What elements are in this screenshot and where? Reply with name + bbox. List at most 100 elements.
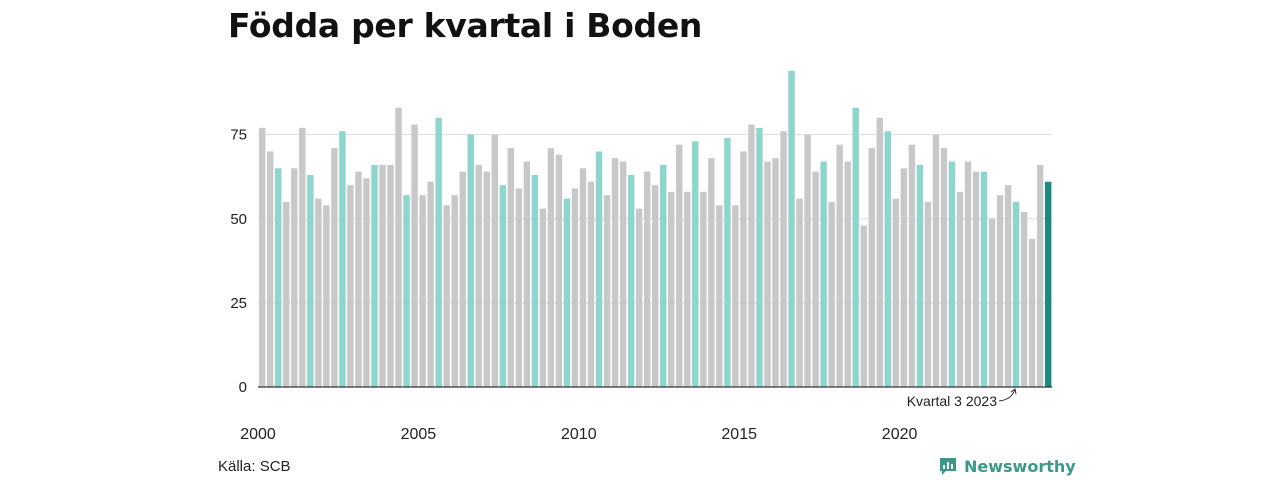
bar [611, 158, 619, 387]
bar [764, 161, 771, 387]
x-tick-label: 2000 [240, 426, 276, 443]
annotation-arrow [998, 388, 1016, 402]
bar [523, 161, 531, 387]
bar [443, 205, 450, 387]
bar [948, 161, 956, 387]
bar [499, 185, 507, 387]
bar [1044, 181, 1052, 387]
bar [876, 117, 883, 388]
latest-quarter-annotation: Kvartal 3 2023 [907, 393, 997, 409]
y-axis-ticks: 0 25 50 75 [230, 127, 247, 396]
bar [483, 171, 490, 387]
bar [812, 171, 819, 387]
bar [884, 131, 891, 387]
bar [491, 134, 499, 387]
bar [700, 191, 707, 387]
bar [587, 181, 595, 387]
bar [307, 175, 314, 387]
bar [595, 151, 603, 387]
bar [972, 171, 980, 387]
bar [956, 191, 964, 387]
bar [419, 195, 426, 387]
bar [291, 168, 298, 387]
bar [844, 161, 851, 387]
bar [363, 178, 370, 387]
bar [435, 117, 442, 388]
bar [756, 127, 763, 387]
bar [988, 218, 996, 387]
bar [355, 171, 362, 387]
bar [780, 131, 787, 387]
bar [299, 127, 306, 387]
bar [467, 134, 474, 387]
bar [603, 195, 611, 387]
bar [828, 201, 835, 387]
bar [804, 134, 811, 387]
bar [571, 188, 579, 387]
bar [964, 161, 972, 387]
bar [323, 205, 330, 387]
bar [836, 144, 843, 387]
bar [427, 181, 434, 387]
bar [1028, 238, 1036, 387]
x-axis-ticks: 2000 2005 2010 2015 2020 [240, 426, 917, 443]
bar [724, 137, 731, 387]
x-tick-label: 2015 [721, 426, 757, 443]
bar [563, 198, 571, 387]
bar [475, 164, 482, 387]
bar [259, 127, 266, 387]
source-note: Källa: SCB [218, 458, 291, 475]
bar [692, 141, 699, 387]
bar [924, 201, 932, 387]
brand-logo[interactable]: Newsworthy [938, 456, 1076, 476]
bar [892, 198, 900, 387]
x-tick-label: 2010 [561, 426, 597, 443]
bar [788, 70, 795, 387]
bar [796, 198, 803, 387]
bar [651, 185, 659, 387]
bar [868, 148, 875, 387]
bar [684, 191, 691, 387]
bar [660, 164, 667, 387]
bar [619, 161, 627, 387]
bar [676, 144, 683, 387]
bar [1020, 212, 1028, 387]
bar [395, 107, 402, 387]
bar [908, 144, 916, 387]
bar [459, 171, 466, 387]
bar [331, 148, 338, 387]
x-tick-label: 2005 [401, 426, 437, 443]
y-tick-label: 0 [239, 379, 247, 396]
bars [259, 70, 1052, 388]
bar [772, 158, 779, 387]
bar [371, 164, 378, 387]
y-tick-label: 75 [230, 127, 247, 144]
bar [347, 185, 354, 387]
bar [539, 208, 547, 387]
bar [820, 161, 827, 387]
bar [1036, 164, 1044, 387]
bar [716, 205, 723, 387]
bar [547, 148, 555, 387]
bar [515, 188, 523, 387]
bar [555, 154, 563, 387]
annotation-arrowhead [1010, 388, 1017, 395]
bar [451, 195, 458, 387]
bar [740, 151, 747, 387]
brand-name: Newsworthy [964, 456, 1076, 476]
bar [708, 158, 715, 387]
newsworthy-logo-icon [940, 458, 956, 475]
bar [852, 107, 859, 387]
bar [860, 225, 867, 387]
bar [315, 198, 322, 387]
bar [932, 134, 940, 387]
bar [627, 175, 635, 387]
bar [996, 195, 1004, 387]
bar [900, 168, 908, 387]
bar [507, 148, 515, 387]
bar [916, 164, 924, 387]
bar [403, 195, 410, 387]
bar [732, 205, 739, 387]
bar [339, 131, 346, 387]
